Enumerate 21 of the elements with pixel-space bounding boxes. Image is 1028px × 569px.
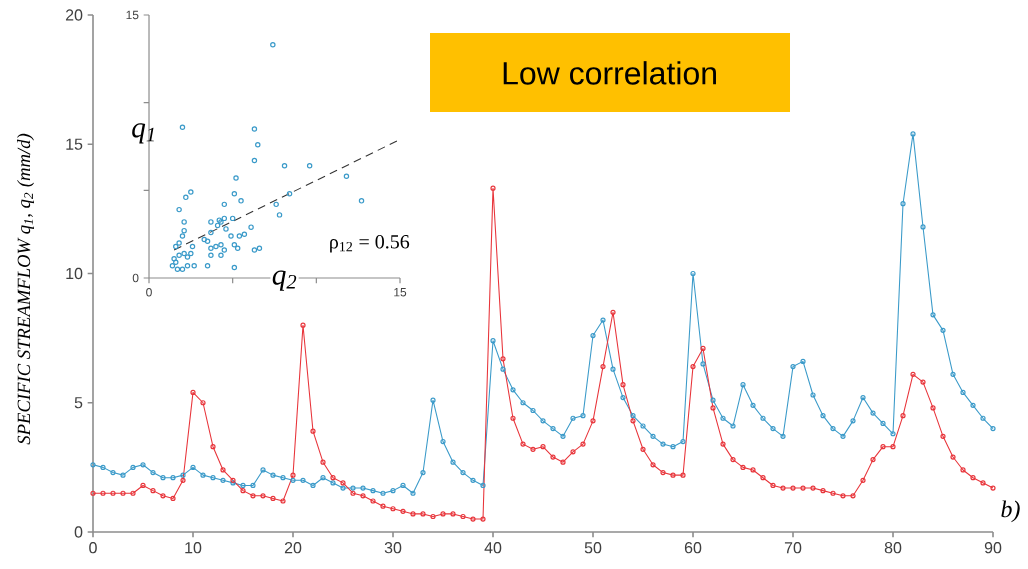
y-axis-title: SPECIFIC STREAMFLOW q$_{1}$, q$_{2}$ (mm/d) <box>17 133 34 445</box>
text: b) <box>1001 500 1020 523</box>
y-axis-title: q$_{1}$ <box>132 123 154 144</box>
annotation: ρ$_{12}$ = 0.56 <box>330 235 410 253</box>
x-tick-label: 10 <box>185 542 202 554</box>
y-tick-label: 5 <box>74 397 83 409</box>
y-tick-label: 0 <box>74 526 83 538</box>
x-tick-label: 70 <box>784 542 802 554</box>
x-tick-label: 40 <box>484 542 502 554</box>
annotation: Low correlation <box>503 61 716 85</box>
x-tick-label: 90 <box>984 542 1002 554</box>
y-tick-label: 20 <box>65 9 83 21</box>
y-tick-label: 10 <box>66 267 83 280</box>
x-tick-label: 0 <box>89 542 97 554</box>
x-tick-label: 20 <box>284 542 302 554</box>
x-tick-label: 50 <box>584 542 602 554</box>
x-axis-title: q$_{2}$ <box>272 270 297 291</box>
x-tick-label: 80 <box>884 542 902 554</box>
x-tick-label: 30 <box>384 542 402 554</box>
y-tick-label: 15 <box>66 138 83 150</box>
x-tick-label: 60 <box>684 542 702 554</box>
